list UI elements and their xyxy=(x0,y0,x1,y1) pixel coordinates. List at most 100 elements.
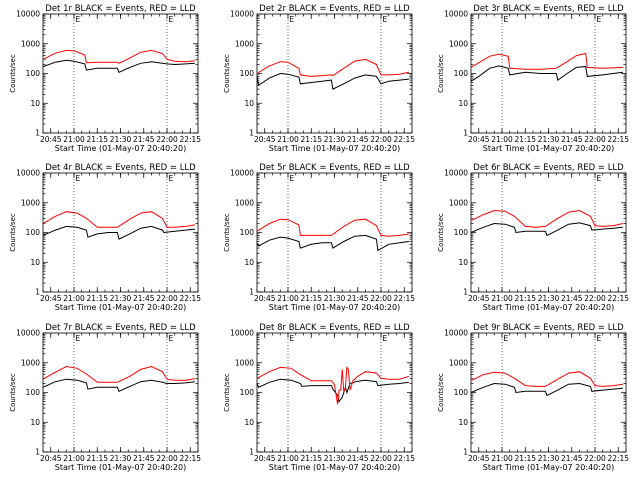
x-tick-label: 21:00 xyxy=(491,454,513,463)
chart-det-8: Det 8r BLACK = Events, RED = LLD 1 10 100 10… xyxy=(223,323,415,472)
y-tick-label: 1000 xyxy=(449,39,468,48)
y-axis-label: Counts/sec xyxy=(223,54,231,93)
y-tick-label: 10000 xyxy=(16,169,40,178)
x-tick-label: 20:45 xyxy=(468,294,490,303)
series-line-lld xyxy=(256,218,409,237)
y-tick-label: 10000 xyxy=(230,169,254,178)
x-tick-label: 21:00 xyxy=(63,454,85,463)
y-tick-label: 100 xyxy=(454,69,469,78)
time-marker-label: E xyxy=(504,174,509,183)
chart-det-3: Det 3r BLACK = Events, RED = LLD 1 10 100 10… xyxy=(437,4,629,153)
y-axis-label: Counts/sec xyxy=(9,373,17,412)
x-tick-label: 20:45 xyxy=(40,294,62,303)
chart-det-7: Det 7r BLACK = Events, RED = LLD 1 10 100 10… xyxy=(9,323,201,472)
x-tick-label: 21:45 xyxy=(561,294,583,303)
x-tick-label: 21:15 xyxy=(300,135,322,144)
x-tick-label: 22:00 xyxy=(156,294,178,303)
y-axis-label: Counts/sec xyxy=(9,213,17,252)
y-tick-label: 100 xyxy=(240,69,255,78)
plot-frame xyxy=(256,332,413,453)
y-tick-label: 100 xyxy=(454,388,469,397)
x-tick-label: 21:45 xyxy=(347,294,369,303)
y-tick-label: 1 xyxy=(249,448,254,457)
series-line-lld xyxy=(256,58,410,77)
x-tick-label: 20:45 xyxy=(468,454,490,463)
y-tick-label: 1000 xyxy=(449,198,468,207)
x-tick-label: 21:30 xyxy=(538,135,560,144)
time-marker-label: E xyxy=(597,174,602,183)
y-tick-label: 10000 xyxy=(230,10,254,19)
x-tick-label: 20:45 xyxy=(254,294,276,303)
chart-title: Det 2r BLACK = Events, RED = LLD xyxy=(259,4,410,14)
x-axis-label: Start Time (01-May-07 20:40:20) xyxy=(269,144,400,153)
chart-title: Det 9r BLACK = Events, RED = LLD xyxy=(473,323,624,333)
y-axis-label: Counts/sec xyxy=(9,54,17,93)
plot-frame xyxy=(470,172,627,293)
x-tick-label: 22:15 xyxy=(179,454,201,463)
y-axis-label: Counts/sec xyxy=(223,213,231,252)
x-tick-label: 22:00 xyxy=(584,135,606,144)
series-line-events xyxy=(470,65,623,82)
x-tick-label: 21:45 xyxy=(133,294,155,303)
time-marker-label: E xyxy=(169,334,174,343)
chart-title: Det 8r BLACK = Events, RED = LLD xyxy=(259,323,410,333)
x-tick-label: 21:15 xyxy=(514,294,536,303)
y-tick-label: 10000 xyxy=(230,329,254,338)
time-marker-label: E xyxy=(504,334,509,343)
series-line-lld xyxy=(42,365,195,383)
x-tick-label: 21:45 xyxy=(561,135,583,144)
x-tick-label: 21:00 xyxy=(277,294,299,303)
y-tick-label: 1000 xyxy=(21,198,40,207)
y-tick-label: 1 xyxy=(463,448,468,457)
plot-frame xyxy=(470,332,627,453)
y-tick-label: 10 xyxy=(458,418,468,427)
y-tick-label: 10 xyxy=(244,99,254,108)
x-tick-label: 21:45 xyxy=(347,454,369,463)
x-tick-label: 21:30 xyxy=(324,294,346,303)
series-line-events xyxy=(256,72,409,90)
x-tick-label: 21:15 xyxy=(514,135,536,144)
x-tick-label: 21:15 xyxy=(86,294,108,303)
x-axis-label: Start Time (01-May-07 20:40:20) xyxy=(55,144,186,153)
time-marker-label: E xyxy=(383,334,388,343)
y-axis-label: Counts/sec xyxy=(437,373,445,412)
x-axis-label: Start Time (01-May-07 20:40:20) xyxy=(483,463,614,472)
time-marker-label: E xyxy=(76,334,81,343)
x-axis-label: Start Time (01-May-07 20:40:20) xyxy=(483,303,614,312)
y-tick-label: 1 xyxy=(463,288,468,297)
y-tick-label: 1 xyxy=(249,129,254,138)
y-tick-label: 1 xyxy=(35,288,40,297)
x-tick-label: 21:30 xyxy=(538,454,560,463)
x-tick-label: 22:00 xyxy=(156,135,178,144)
y-tick-label: 1 xyxy=(463,129,468,138)
series-line-lld xyxy=(470,371,623,387)
x-tick-label: 20:45 xyxy=(468,135,490,144)
x-tick-label: 22:15 xyxy=(393,454,415,463)
time-marker-label: E xyxy=(76,174,81,183)
series-line-lld xyxy=(42,49,195,64)
series-line-events xyxy=(470,222,623,237)
x-tick-label: 22:00 xyxy=(584,454,606,463)
y-tick-label: 10 xyxy=(30,258,40,267)
time-marker-label: E xyxy=(169,174,174,183)
x-tick-label: 21:15 xyxy=(86,135,108,144)
series-line-lld xyxy=(470,209,624,228)
x-tick-label: 21:00 xyxy=(277,135,299,144)
chart-title: Det 4r BLACK = Events, RED = LLD xyxy=(45,163,196,173)
chart-title: Det 7r BLACK = Events, RED = LLD xyxy=(45,323,196,333)
x-tick-label: 22:15 xyxy=(179,135,201,144)
x-tick-label: 21:00 xyxy=(63,294,85,303)
plot-frame xyxy=(256,172,413,293)
time-marker-label: E xyxy=(597,15,602,24)
x-tick-label: 21:00 xyxy=(491,294,513,303)
y-axis-label: Counts/sec xyxy=(437,213,445,252)
series-line-lld xyxy=(42,211,195,228)
x-tick-label: 20:45 xyxy=(40,454,62,463)
x-tick-label: 22:15 xyxy=(179,294,201,303)
x-tick-label: 22:00 xyxy=(370,135,392,144)
x-tick-label: 22:15 xyxy=(393,135,415,144)
y-tick-label: 1000 xyxy=(235,198,254,207)
time-marker-label: E xyxy=(169,15,174,24)
y-tick-label: 10 xyxy=(30,418,40,427)
